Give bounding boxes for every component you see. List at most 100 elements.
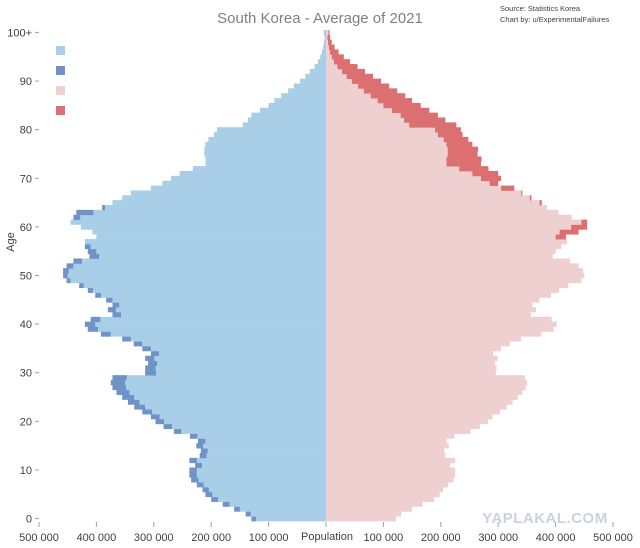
x-tick-label: 500 000 (593, 532, 633, 544)
male-bar-age-98 (323, 39, 326, 45)
female-surplus-bar-age-94 (334, 59, 351, 65)
male-surplus-bar-age-46 (95, 292, 101, 298)
male-bar-age-91 (305, 73, 326, 80)
female-bar-age-99 (326, 34, 328, 41)
male-bar-age-35 (150, 345, 326, 352)
male-surplus-bar-age-47 (87, 287, 93, 293)
male-bar-age-8 (198, 477, 326, 483)
male-bar-age-21 (159, 414, 326, 420)
female-bar-age-72 (326, 166, 460, 172)
male-bar-age-72 (192, 166, 326, 172)
female-bar-age-87 (326, 93, 371, 99)
male-bar-age-54 (99, 253, 327, 259)
male-bar-age-73 (205, 161, 326, 167)
male-surplus-bar-age-44 (112, 302, 120, 308)
female-surplus-bar-age-88 (363, 88, 398, 94)
female-surplus-bar-age-71 (472, 170, 499, 177)
female-bar-age-70 (326, 175, 481, 182)
female-bar-age-98 (326, 39, 329, 45)
male-surplus-bar-age-28 (110, 380, 126, 386)
female-bar-age-89 (326, 83, 359, 89)
male-surplus-bar-age-53 (73, 258, 83, 264)
male-surplus-bar-age-33 (145, 355, 155, 361)
male-bar-age-26 (129, 389, 326, 395)
y-tick-label: 20 (20, 416, 32, 428)
male-surplus-bar-age-1 (245, 511, 251, 517)
male-bar-age-14 (207, 448, 326, 454)
female-bar-age-90 (326, 78, 352, 84)
female-bar-age-24 (326, 399, 513, 405)
male-bar-age-55 (96, 248, 327, 255)
male-bar-age-68 (150, 185, 326, 191)
female-surplus-bar-age-76 (447, 146, 479, 152)
male-bar-age-80 (216, 127, 326, 133)
male-surplus-bar-age-34 (150, 350, 159, 357)
female-bar-age-73 (326, 161, 447, 167)
female-bar-age-78 (326, 136, 444, 143)
female-surplus-bar-age-91 (346, 73, 374, 80)
female-bar-age-7 (326, 482, 449, 488)
male-bar-age-48 (83, 282, 327, 289)
male-bar-age-71 (179, 170, 326, 177)
female-surplus-bar-age-77 (446, 141, 473, 148)
female-bar-age-93 (326, 64, 338, 70)
male-bar-age-76 (204, 146, 326, 152)
male-surplus-bar-age-8 (191, 477, 199, 483)
watermark-text: YAPLAKAL.COM (482, 510, 607, 527)
male-bar-age-50 (67, 273, 326, 279)
male-bar-age-61 (70, 219, 326, 225)
male-surplus-bar-age-17 (189, 433, 198, 439)
female-bar-age-22 (326, 409, 500, 415)
female-surplus-bar-age-85 (383, 102, 421, 109)
female-surplus-bar-age-61 (581, 219, 588, 225)
female-bar-age-86 (326, 98, 378, 104)
female-surplus-bar-age-99 (327, 34, 331, 41)
female-surplus-bar-age-73 (446, 161, 481, 167)
male-bar-age-2 (239, 506, 326, 512)
male-bar-age-67 (130, 190, 326, 196)
male-bar-age-65 (112, 200, 326, 206)
male-surplus-bar-age-40 (84, 321, 96, 327)
female-bar-age-42 (326, 311, 531, 318)
male-bar-age-85 (268, 102, 326, 109)
male-bar-age-84 (259, 107, 326, 114)
female-surplus-bar-age-92 (342, 68, 366, 75)
male-bar-age-30 (156, 370, 326, 376)
male-surplus-bar-age-43 (107, 307, 116, 313)
male-bar-age-87 (281, 93, 326, 99)
x-tick-label: 400 000 (536, 532, 576, 544)
male-bar-age-34 (158, 350, 326, 357)
female-bar-age-64 (326, 205, 547, 211)
female-surplus-bar-age-84 (392, 107, 430, 114)
male-bar-age-32 (157, 360, 326, 366)
chart-title: South Korea - Average of 2021 (217, 10, 423, 27)
female-bar-age-67 (326, 190, 522, 196)
female-bar-age-88 (326, 88, 364, 94)
y-tick-label: 30 (20, 368, 32, 380)
male-bar-age-82 (247, 117, 326, 123)
female-bar-age-44 (326, 302, 533, 308)
female-bar-age-63 (326, 209, 559, 216)
female-bar-age-17 (326, 433, 455, 439)
female-bar-age-38 (326, 331, 542, 337)
male-bar-age-7 (203, 482, 326, 488)
female-bar-age-31 (326, 365, 497, 371)
female-bar-age-69 (326, 180, 490, 186)
female-bar-age-19 (326, 423, 480, 430)
y-axis-label: Age (5, 232, 17, 252)
y-tick-label: 0 (26, 514, 32, 526)
male-bar-age-23 (145, 404, 326, 410)
female-surplus-bar-age-82 (404, 117, 446, 123)
y-tick-labels: 0 10 20 30 40 50 60 70 80 90 100+ (7, 27, 32, 525)
female-surplus-bar-age-78 (443, 136, 469, 143)
male-surplus-bar-age-13 (199, 452, 207, 459)
female-bar-age-71 (326, 170, 473, 177)
female-surplus-bar-age-68 (501, 185, 515, 191)
female-bar-age-30 (326, 370, 496, 376)
male-bar-age-58 (96, 234, 327, 240)
female-bar-age-40 (326, 321, 557, 327)
male-bar-age-12 (196, 457, 326, 464)
female-bar-age-39 (326, 326, 554, 332)
male-bar-age-53 (82, 258, 326, 264)
male-bar-age-57 (84, 239, 326, 245)
